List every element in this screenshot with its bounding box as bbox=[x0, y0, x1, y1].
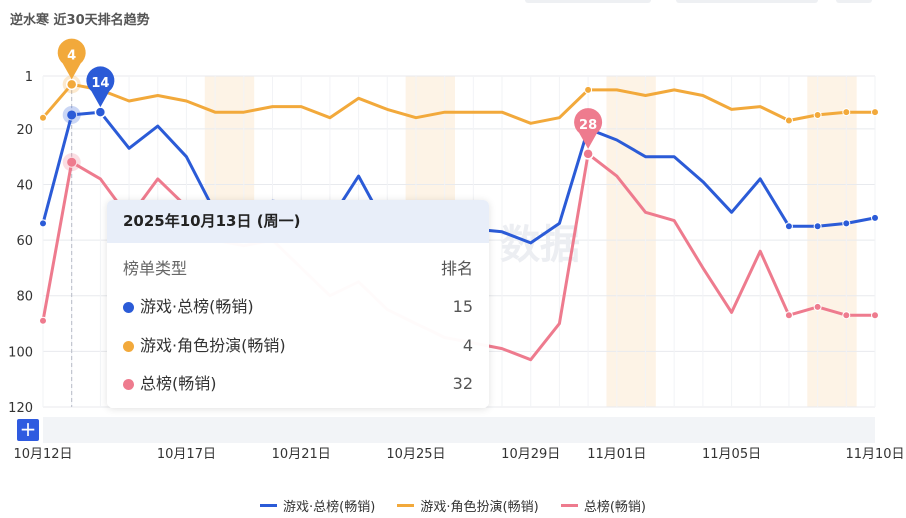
watermark-text: 数据 bbox=[500, 222, 580, 268]
data-point bbox=[39, 316, 47, 325]
tooltip-col-rank: 排名 bbox=[440, 259, 473, 278]
pin-marker: 4 bbox=[57, 38, 86, 91]
data-point bbox=[784, 311, 793, 320]
pin-balloon bbox=[86, 66, 115, 108]
toolbar-button-ghost[interactable] bbox=[525, 0, 651, 3]
data-point bbox=[813, 302, 822, 311]
toolbar-button-ghost[interactable] bbox=[836, 0, 872, 3]
tooltip-row-value: 15 bbox=[452, 297, 473, 316]
pin-label: 14 bbox=[91, 76, 109, 91]
y-tick-label: 40 bbox=[16, 178, 33, 193]
pin-label: 28 bbox=[579, 118, 597, 133]
y-tick-label: 60 bbox=[16, 234, 33, 249]
tooltip-date: 2025年10月13日 (周一) bbox=[107, 200, 489, 243]
data-point bbox=[842, 108, 851, 117]
legend-swatch-icon bbox=[260, 504, 277, 507]
tooltip-row: 游戏·总榜(畅销) 15 bbox=[123, 296, 473, 318]
y-tick-label: 80 bbox=[16, 290, 33, 305]
x-tick-label: 11月10日 bbox=[845, 447, 904, 462]
data-point bbox=[66, 156, 78, 168]
legend-swatch-icon bbox=[560, 504, 578, 507]
tooltip-row: 总榜(畅销) 32 bbox=[123, 373, 473, 395]
x-tick-label: 10月17日 bbox=[157, 447, 216, 462]
data-point bbox=[813, 110, 822, 119]
data-point bbox=[842, 219, 851, 228]
chart-legend: 游戏·总榜(畅销) 游戏·角色扮演(畅销) 总榜(畅销) bbox=[0, 496, 906, 515]
x-tick-label: 10月25日 bbox=[386, 447, 445, 462]
pin-balloon bbox=[57, 38, 86, 80]
y-tick-label: 1 bbox=[25, 70, 33, 85]
data-point bbox=[871, 311, 879, 320]
x-tick-label: 11月05日 bbox=[702, 447, 761, 462]
legend-swatch-icon bbox=[397, 504, 415, 507]
weekend-band bbox=[807, 76, 857, 407]
tooltip-row: 游戏·角色扮演(畅销) 4 bbox=[123, 335, 473, 357]
weekend-band bbox=[606, 76, 656, 407]
data-point bbox=[784, 116, 793, 125]
pin-point bbox=[582, 148, 594, 160]
chart-title: 逆水寒 近30天排名趋势 bbox=[10, 13, 150, 28]
x-tick-label: 10月21日 bbox=[272, 447, 331, 462]
pin-marker: 28 bbox=[574, 108, 603, 160]
y-tick-label: 120 bbox=[8, 401, 33, 416]
series-dot-icon bbox=[123, 302, 134, 313]
tooltip-row-label: 游戏·总榜(畅销) bbox=[140, 297, 254, 316]
pin-point bbox=[65, 78, 78, 91]
hover-halo bbox=[62, 105, 81, 124]
pin-balloon bbox=[574, 108, 603, 149]
x-tick-label: 10月29日 bbox=[501, 447, 560, 462]
hover-tooltip: 2025年10月13日 (周一) 榜单类型 排名 游戏·总榜(畅销) 15 游戏… bbox=[107, 200, 489, 408]
data-point bbox=[871, 213, 879, 222]
y-tick-label: 20 bbox=[16, 123, 33, 138]
data-point bbox=[39, 113, 47, 122]
legend-item[interactable]: 总榜(畅销) bbox=[560, 496, 646, 515]
legend-label: 游戏·角色扮演(畅销) bbox=[420, 500, 539, 515]
data-point bbox=[39, 219, 47, 228]
tooltip-row-value: 32 bbox=[452, 374, 473, 393]
data-point bbox=[871, 108, 879, 117]
series-line bbox=[41, 82, 877, 125]
hover-halo bbox=[62, 153, 81, 172]
legend-label: 游戏·总榜(畅销) bbox=[283, 500, 376, 515]
y-tick-label: 100 bbox=[8, 345, 33, 360]
legend-item[interactable]: 游戏·角色扮演(畅销) bbox=[397, 496, 539, 515]
zoom-slider-track bbox=[43, 417, 875, 443]
tooltip-header-row: 榜单类型 排名 bbox=[123, 258, 473, 280]
pin-label: 4 bbox=[67, 48, 76, 63]
data-point bbox=[842, 311, 851, 320]
data-point bbox=[813, 222, 822, 231]
pin-marker: 14 bbox=[86, 66, 115, 118]
series-dot-icon bbox=[123, 341, 134, 352]
x-tick-label: 11月01日 bbox=[587, 447, 646, 462]
tooltip-row-value: 4 bbox=[462, 336, 473, 355]
zoom-plus-button[interactable]: + bbox=[17, 419, 39, 441]
legend-item[interactable]: 游戏·总榜(畅销) bbox=[260, 496, 375, 515]
data-point bbox=[784, 222, 793, 231]
series-dot-icon bbox=[123, 379, 134, 390]
tooltip-col-type: 榜单类型 bbox=[123, 259, 188, 278]
pin-point bbox=[94, 106, 107, 118]
toolbar-button-ghost[interactable] bbox=[676, 0, 818, 3]
tooltip-row-label: 总榜(畅销) bbox=[140, 374, 217, 393]
x-tick-label: 10月12日 bbox=[13, 447, 72, 462]
tooltip-row-label: 游戏·角色扮演(畅销) bbox=[140, 336, 286, 355]
data-point bbox=[584, 85, 593, 94]
legend-label: 总榜(畅销) bbox=[583, 500, 646, 515]
data-point bbox=[66, 109, 78, 121]
